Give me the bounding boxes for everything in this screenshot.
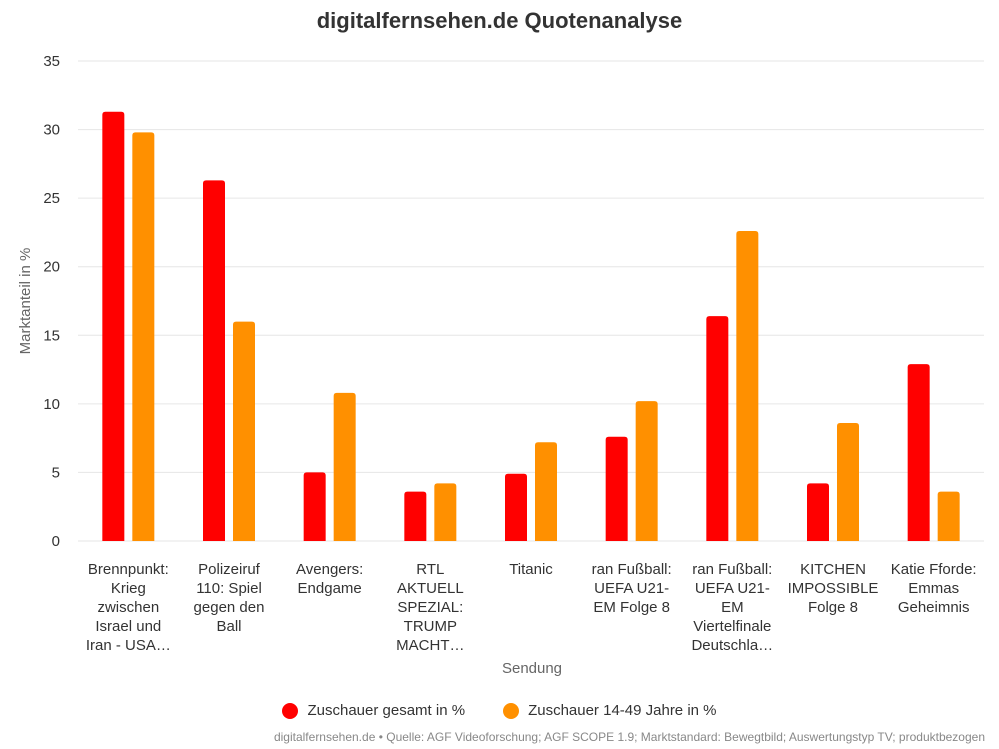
y-axis-title: Marktanteil in % bbox=[17, 248, 34, 355]
bar-chart: 0 5 10 15 20 25 30 35 Brennpunkt: Krieg zwischen I… bbox=[17, 53, 984, 677]
bar-gesamt-5[interactable] bbox=[605, 436, 628, 541]
legend-swatch-14-49 bbox=[503, 702, 520, 719]
bar-gesamt-2[interactable] bbox=[303, 472, 326, 541]
legend: Zuschauer gesamt in % Zuschauer 14-49 Ja… bbox=[0, 702, 999, 719]
chart-title: digitalfernsehen.de Quotenanalyse bbox=[316, 8, 683, 33]
bar-14-49-4[interactable] bbox=[535, 442, 557, 541]
category-label: ran Fußball: UEFA U21-EM Folge 8 bbox=[592, 561, 672, 616]
bar-gesamt-8[interactable] bbox=[907, 364, 930, 541]
source-note: digitalfernsehen.de • Quelle: AGF Videof… bbox=[273, 730, 985, 744]
category-label: RTL AKTUELL SPEZIAL: TRUMP MACHT… bbox=[396, 561, 464, 654]
y-tick-label: 20 bbox=[43, 259, 60, 276]
y-tick-label: 10 bbox=[43, 396, 60, 413]
bar-14-49-2[interactable] bbox=[333, 392, 356, 541]
bar-14-49-5[interactable] bbox=[635, 401, 658, 541]
legend-item-14-49[interactable]: Zuschauer 14-49 Jahre in % bbox=[503, 702, 717, 719]
y-tick-label: 5 bbox=[52, 464, 60, 481]
bar-14-49-6[interactable] bbox=[736, 231, 759, 542]
category-label: ran Fußball: UEFA U21-EM Viertelfinale Deut… bbox=[691, 561, 773, 654]
bar-14-49-3[interactable] bbox=[434, 483, 457, 541]
category-label: Polizeiruf 110: Spiel gegen den Ball bbox=[194, 561, 265, 635]
legend-label-gesamt: Zuschauer gesamt in % bbox=[307, 702, 466, 719]
grid-lines bbox=[78, 60, 984, 542]
bar-14-49-0[interactable] bbox=[132, 132, 155, 542]
x-axis-title: Sendung bbox=[502, 660, 562, 677]
legend-label-14-49: Zuschauer 14-49 Jahre in % bbox=[528, 702, 717, 719]
y-tick-label: 15 bbox=[43, 327, 60, 344]
bar-gesamt-4[interactable] bbox=[505, 473, 527, 541]
y-tick-label: 30 bbox=[43, 122, 60, 139]
bar-gesamt-6[interactable] bbox=[706, 316, 729, 541]
legend-item-gesamt[interactable]: Zuschauer gesamt in % bbox=[282, 702, 465, 719]
legend-swatch-gesamt bbox=[282, 702, 299, 719]
y-axis-ticks: 0 5 10 15 20 25 30 35 bbox=[43, 53, 60, 550]
category-label: Avengers: Endgame bbox=[296, 561, 363, 597]
bar-gesamt-7[interactable] bbox=[807, 483, 829, 541]
category-label: Brennpunkt: Krieg zwischen Israel und Iran -… bbox=[86, 561, 171, 654]
x-axis-categories: Brennpunkt: Krieg zwischen Israel und Iran -… bbox=[86, 561, 977, 654]
y-tick-label: 25 bbox=[43, 190, 60, 207]
bar-14-49-7[interactable] bbox=[837, 423, 859, 541]
bar-gesamt-1[interactable] bbox=[203, 180, 225, 542]
bar-gesamt-3[interactable] bbox=[404, 491, 427, 541]
bar-gesamt-0[interactable] bbox=[102, 111, 125, 541]
y-tick-label: 35 bbox=[43, 53, 60, 70]
y-tick-label: 0 bbox=[52, 533, 60, 550]
category-label: Titanic bbox=[509, 561, 553, 578]
category-label: KITCHEN IMPOSSIBLE Folge 8 bbox=[788, 561, 879, 616]
bars bbox=[102, 111, 960, 542]
bar-14-49-1[interactable] bbox=[233, 321, 255, 541]
category-label: Katie Fforde: Emmas Geheimnis bbox=[891, 561, 977, 616]
bar-14-49-8[interactable] bbox=[937, 491, 960, 541]
